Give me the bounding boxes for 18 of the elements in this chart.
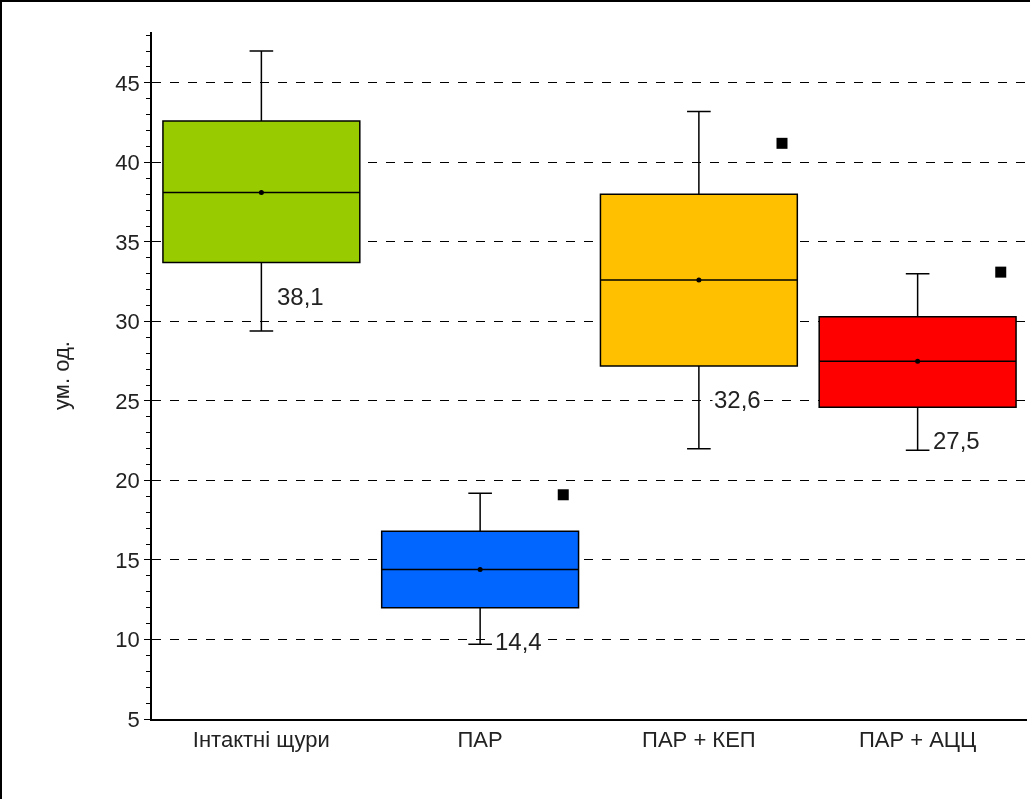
x-tick-label: Інтактні щури [192,727,330,753]
y-tick-label: 35 [115,229,140,255]
y-tick-label: 15 [115,547,140,573]
annotation: 27,5 [933,427,980,454]
annotation: 32,6 [714,386,761,413]
y-tick-label: 5 [127,706,140,732]
x-tick-label: ПАР + АЦЦ [858,727,977,753]
y-tick-label: 10 [115,627,140,653]
y-axis-title: ум. од. [48,341,74,410]
y-tick-label: 40 [115,150,140,176]
x-tick-label: ПАР + КЕП [642,727,756,753]
y-tick-label: 25 [115,388,140,414]
annotation: 14,4 [495,628,542,655]
x-tick-label: ПАР [457,727,503,753]
annotation: 38,1 [277,283,324,310]
y-tick-label: 45 [115,70,140,96]
y-tick-label: 30 [115,309,140,335]
y-tick-label: 20 [115,468,140,494]
